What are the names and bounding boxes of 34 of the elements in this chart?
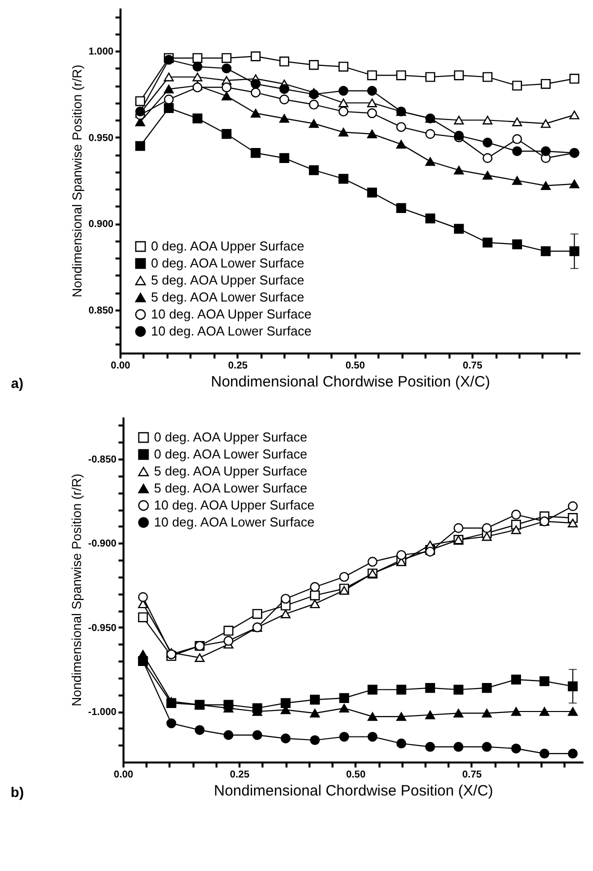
legend-label: 5 deg. AOA Lower Surface — [151, 290, 304, 304]
legend-label: 10 deg. AOA Upper Surface — [154, 498, 314, 512]
x-tick-label: 0.75 — [462, 770, 482, 780]
y-tick-label: 0.850 — [88, 305, 114, 316]
legend-label: 10 deg. AOA Upper Surface — [151, 306, 312, 322]
x-tick-label: 0.75 — [462, 360, 483, 372]
y-tick-label: -1.000 — [88, 707, 117, 718]
legend-label: 0 deg. AOA Lower Surface — [151, 256, 304, 270]
x-tick-label: 0.50 — [345, 360, 366, 372]
y-axis-title: Nondimensional Spanwise Position (r/R) — [69, 474, 84, 706]
y-tick-label: -0.950 — [88, 622, 117, 634]
x-axis-title: Nondimensional Chordwise Position (X/C) — [210, 374, 490, 390]
x-axis-title: Nondimensional Chordwise Position (X/C) — [214, 782, 494, 800]
legend-label: 0 deg. AOA Upper Surface — [154, 430, 308, 444]
x-tick-label: 0.00 — [114, 770, 134, 780]
legend-label: 10 deg. AOA Lower Surface — [151, 324, 312, 338]
legend-label: 5 deg. AOA Upper Surface — [154, 464, 308, 478]
y-tick-label: 0.950 — [88, 132, 114, 144]
text: a) — [10, 375, 24, 391]
y-axis-title: Nondimensional Spanwise Position (r/R) — [69, 64, 84, 298]
text: b) — [10, 784, 24, 800]
x-tick-label: 0.25 — [228, 360, 248, 372]
legend-label: 5 deg. AOA Upper Surface — [151, 272, 304, 288]
legend-label: 0 deg. AOA Upper Surface — [151, 238, 304, 254]
y-tick-label: 1.000 — [88, 46, 114, 58]
x-tick-label: 0.50 — [346, 770, 366, 780]
y-tick-label: -0.900 — [88, 538, 117, 550]
y-tick-label: -0.850 — [88, 454, 117, 466]
legend-label: 10 deg. AOA Lower Surface — [154, 514, 314, 530]
x-tick-label: 0.25 — [230, 770, 250, 780]
y-tick-label: 0.900 — [88, 219, 114, 230]
legend-label: 5 deg. AOA Lower Surface — [154, 480, 308, 496]
legend-label: 0 deg. AOA Lower Surface — [154, 446, 308, 462]
x-tick-label: 0.00 — [110, 360, 131, 372]
